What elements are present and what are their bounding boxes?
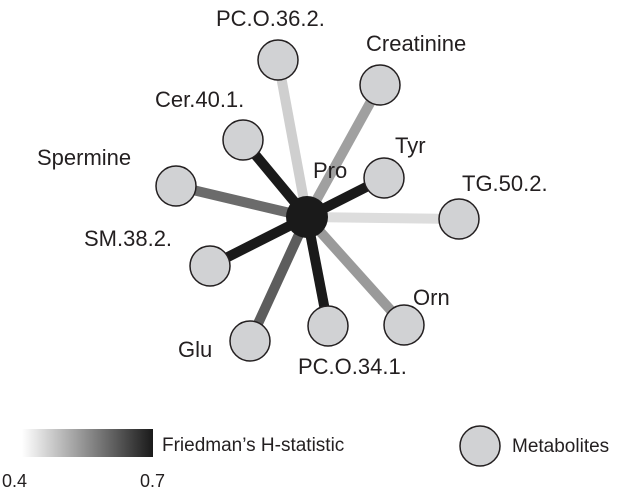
label-pc-o-34-1: PC.O.34.1. <box>298 354 407 379</box>
legend-gradient-bar <box>22 429 153 457</box>
node-pc-o-34-1 <box>307 305 349 347</box>
label-tg-50-2: TG.50.2. <box>462 171 548 196</box>
edge-tg-50-2 <box>306 212 460 224</box>
legend-node-title: Metabolites <box>512 436 609 457</box>
metabolite-nodes <box>155 39 480 362</box>
legend: Friedman’s H-statistic 0.4 0.7 Metabolit… <box>2 425 609 491</box>
node-spermine <box>155 165 197 207</box>
node-tyr <box>363 157 405 199</box>
edge-glu <box>245 214 312 344</box>
legend-gradient-min: 0.4 <box>2 471 27 491</box>
label-glu: Glu <box>178 337 212 362</box>
label-hub: Pro <box>313 158 347 183</box>
label-spermine: Spermine <box>37 145 131 170</box>
node-cer-40-1 <box>222 119 264 161</box>
node-sm-38-2 <box>189 245 231 287</box>
label-sm-38-2: SM.38.2. <box>84 226 172 251</box>
node-glu <box>229 320 271 362</box>
hub-node <box>286 196 328 238</box>
node-creatinine <box>359 64 401 106</box>
label-creatinine: Creatinine <box>366 31 466 56</box>
edge-creatinine <box>302 82 385 220</box>
edge-orn <box>303 213 408 329</box>
label-pc-o-36-2: PC.O.36.2. <box>216 6 325 31</box>
node-orn <box>383 304 425 346</box>
node-pc-o-36-2 <box>257 39 299 81</box>
legend-node-swatch <box>459 425 501 467</box>
node-labels: PC.O.36.2. Creatinine Cer.40.1. Tyr Pro … <box>37 6 548 379</box>
edge-pc-o-36-2 <box>273 59 312 218</box>
legend-gradient-title: Friedman’s H-statistic <box>162 435 344 456</box>
edge-spermine <box>174 181 309 222</box>
legend-gradient-max: 0.7 <box>140 471 165 491</box>
label-tyr: Tyr <box>395 133 426 158</box>
node-tg-50-2 <box>438 198 480 240</box>
label-orn: Orn <box>413 285 450 310</box>
label-cer-40-1: Cer.40.1. <box>155 87 244 112</box>
